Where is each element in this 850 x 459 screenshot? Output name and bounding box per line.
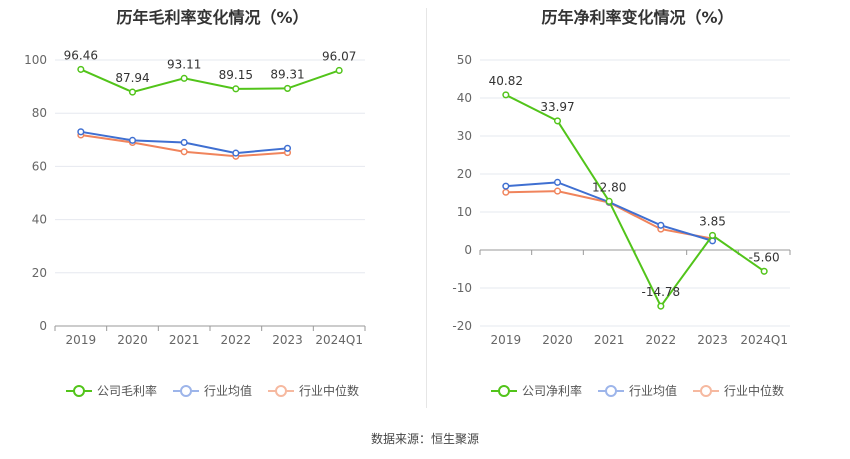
legend-swatch-icon <box>172 384 199 398</box>
data-point <box>760 267 768 275</box>
data-label: 96.46 <box>64 48 98 62</box>
legend-label: 行业均值 <box>203 384 252 398</box>
legend-label: 行业均值 <box>628 384 677 398</box>
y-tick-label: 20 <box>457 167 472 181</box>
legend-item-industry-median[interactable]: 行业中位数 <box>693 382 784 399</box>
x-tick-label: 2020 <box>117 333 148 347</box>
y-tick-label: 40 <box>32 213 47 227</box>
series-line <box>505 93 765 309</box>
panel-divider <box>426 8 427 408</box>
data-label: -5.60 <box>749 250 780 264</box>
source-note: 数据来源：恒生聚源 <box>370 432 479 446</box>
data-point <box>605 197 613 205</box>
y-tick-label: 20 <box>32 266 47 280</box>
data-point <box>77 128 85 136</box>
chart-title: 历年净利率变化情况（%） <box>541 8 734 27</box>
data-point <box>335 66 343 75</box>
chart-legend: 公司毛利率 行业均值 行业中位数 <box>0 382 425 399</box>
x-tick-label: 2019 <box>491 333 522 347</box>
y-tick-label: 50 <box>457 53 472 67</box>
data-point <box>180 148 188 156</box>
legend-item-industry-median[interactable]: 行业中位数 <box>268 382 359 399</box>
x-tick-label: 2021 <box>594 333 625 347</box>
y-tick-label: -10 <box>452 281 472 295</box>
data-point <box>232 149 240 157</box>
y-tick-label: 30 <box>457 129 472 143</box>
data-label: 33.97 <box>540 100 574 114</box>
x-tick-label: 2020 <box>542 333 573 347</box>
y-tick-label: 10 <box>457 205 472 219</box>
y-tick-label: 60 <box>32 159 47 173</box>
x-tick-label: 2024Q1 <box>315 333 363 347</box>
data-label: 40.82 <box>489 74 523 88</box>
data-point <box>553 178 562 186</box>
y-tick-label: 40 <box>457 91 472 105</box>
data-label: 3.85 <box>699 214 726 228</box>
data-label: 12.80 <box>592 180 626 194</box>
legend-item-industry-mean[interactable]: 行业均值 <box>172 382 252 399</box>
y-tick-label: 80 <box>32 106 47 120</box>
legend-item-company[interactable]: 公司净利率 <box>490 382 582 399</box>
legend-item-company[interactable]: 公司毛利率 <box>65 382 157 399</box>
data-point <box>77 65 85 73</box>
y-tick-label: -20 <box>452 319 472 333</box>
data-point <box>708 231 717 239</box>
data-point <box>128 136 137 144</box>
data-point <box>180 74 188 82</box>
legend-label: 公司毛利率 <box>96 384 157 398</box>
chart-title: 历年毛利率变化情况（%） <box>116 8 309 27</box>
data-label: 87.94 <box>115 71 149 85</box>
data-label: 89.31 <box>270 67 304 81</box>
y-tick-label: 100 <box>24 53 47 67</box>
legend-swatch-icon <box>693 384 719 398</box>
gross-margin-plot: 0 20 40 60 80 100 2019 2020 2021 2022 2023 2024Q1 96… <box>24 48 366 347</box>
series-line <box>80 68 340 94</box>
legend-item-industry-mean[interactable]: 行业均值 <box>597 382 677 399</box>
data-point <box>553 187 562 195</box>
net-margin-chart: 历年净利率变化情况（%） -20 -10 0 10 20 30 40 50 2019 2020 20… <box>425 0 850 420</box>
data-label: 93.11 <box>167 57 201 71</box>
data-point <box>232 85 240 93</box>
x-tick-label: 2023 <box>272 333 303 347</box>
legend-swatch-icon <box>490 384 517 398</box>
data-point <box>283 84 292 92</box>
data-point <box>502 188 510 196</box>
legend-label: 行业中位数 <box>724 384 785 398</box>
data-point <box>553 117 562 125</box>
net-margin-plot: -20 -10 0 10 20 30 40 50 2019 2020 2021 2022 2023 202… <box>452 53 791 347</box>
x-tick-label: 2022 <box>646 333 677 347</box>
legend-swatch-icon <box>597 384 624 398</box>
data-label: 96.07 <box>322 49 356 63</box>
data-point <box>283 144 292 152</box>
legend-swatch-icon <box>268 384 294 398</box>
data-label: 89.15 <box>219 68 253 82</box>
gross-margin-chart: 历年毛利率变化情况（%） 0 20 40 60 80 100 2019 2020 2021 202… <box>0 0 425 420</box>
legend-label: 公司净利率 <box>521 384 582 398</box>
x-tick-label: 2021 <box>169 333 200 347</box>
data-point <box>128 88 137 96</box>
data-point <box>502 91 510 99</box>
data-point <box>657 221 665 229</box>
y-tick-label: 0 <box>464 243 472 257</box>
data-label: -14.78 <box>641 285 680 299</box>
x-tick-label: 2019 <box>66 333 97 347</box>
x-tick-label: 2023 <box>697 333 728 347</box>
data-point <box>657 302 665 310</box>
legend-swatch-icon <box>65 384 92 398</box>
y-tick-label: 0 <box>39 319 47 333</box>
chart-legend: 公司净利率 行业均值 行业中位数 <box>425 382 850 399</box>
data-point <box>502 182 510 190</box>
x-tick-label: 2024Q1 <box>740 333 788 347</box>
data-point <box>180 138 188 147</box>
x-tick-label: 2022 <box>221 333 252 347</box>
legend-label: 行业中位数 <box>299 384 360 398</box>
